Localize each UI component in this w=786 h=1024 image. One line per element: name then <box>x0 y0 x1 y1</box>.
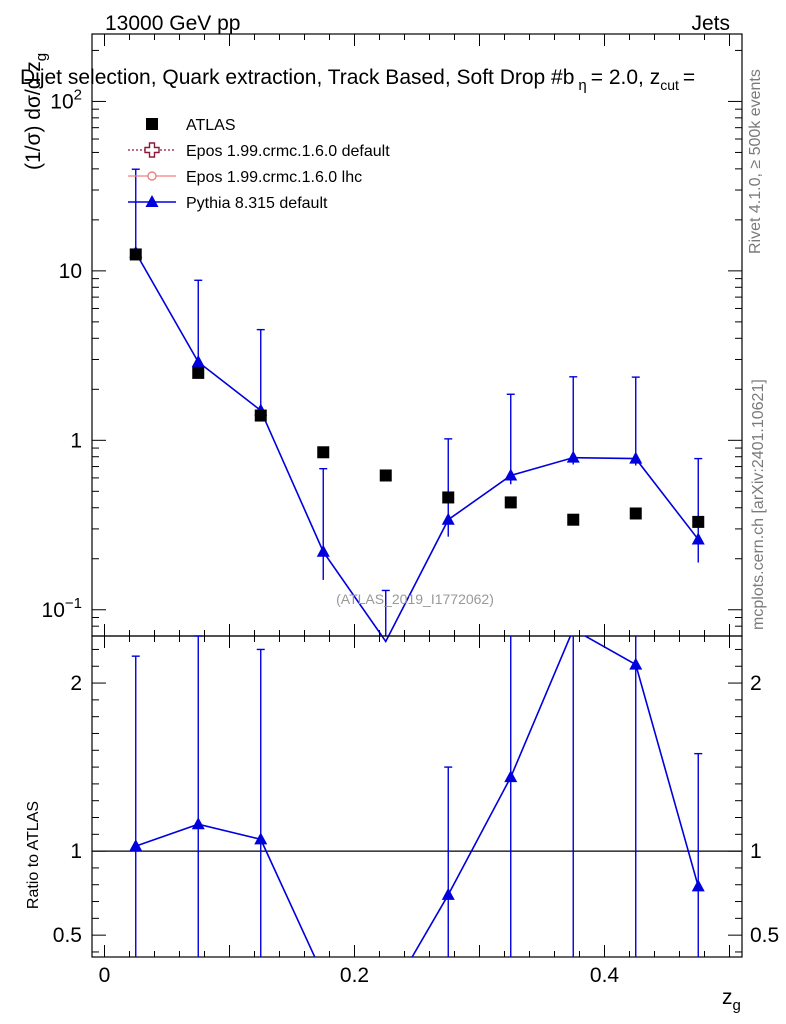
x-tick-label: 0 <box>99 964 111 987</box>
legend-marker-pythia <box>145 195 159 207</box>
atlas-point <box>129 248 142 261</box>
y-tick-label: 0.5 <box>53 924 82 947</box>
legend-label: Epos 1.99.crmc.1.6.0 lhc <box>186 169 362 186</box>
watermark: (ATLAS_2019_I1772062) <box>336 591 494 607</box>
atlas-point <box>317 446 330 459</box>
atlas-point <box>692 515 705 528</box>
header-left: 13000 GeV pp <box>105 12 240 35</box>
ratio-pythia-point <box>441 887 455 900</box>
y-tick-label: 10 <box>59 260 82 283</box>
ratio-pythia-point <box>691 879 705 892</box>
atlas-point <box>567 513 580 526</box>
atlas-point <box>254 409 267 422</box>
pythia-point <box>504 468 518 481</box>
legend-marker-atlas <box>146 118 158 130</box>
atlas-point <box>442 491 455 504</box>
plot-title: Dijet selection, Quark extraction, Track… <box>20 66 695 94</box>
ratio-pythia-point <box>629 657 643 670</box>
x-tick-label: 0.4 <box>590 964 620 987</box>
rivet-label: Rivet 4.1.0, ≥ 500k events <box>747 69 764 254</box>
ratio-pythia-point <box>504 770 518 783</box>
atlas-point <box>379 469 392 482</box>
y-tick-label: 1 <box>70 840 82 863</box>
ratio-panel: 0 0.2 0.4 0.5 0.5 1 1 2 2 <box>53 34 779 987</box>
ratio-frame <box>91 635 743 958</box>
x-tick-label: 0.2 <box>340 964 369 987</box>
y-axis-label-main: (1/σ) dσ/d zg <box>22 53 50 170</box>
y-tick-label-right: 2 <box>750 672 762 695</box>
y-tick-label-right: 1 <box>750 840 762 863</box>
legend-marker-epos-default <box>144 142 160 158</box>
ratio-pythia-point <box>191 817 205 830</box>
ratio-pythia-point <box>129 839 143 852</box>
pythia-point <box>566 450 580 463</box>
legend: ATLAS Epos 1.99.crmc.1.6.0 default Epos 1.… <box>128 117 390 212</box>
pythia-point <box>629 451 643 464</box>
y-tick-label: 2 <box>70 672 82 695</box>
mcplots-label: mcplots.cern.ch [arXiv:2401.10621] <box>750 379 767 630</box>
header-right: Jets <box>691 12 730 35</box>
legend-label: ATLAS <box>186 117 236 134</box>
y-tick-label: 102 <box>50 86 82 113</box>
y-tick-label: 1 <box>70 429 82 452</box>
legend-label: Epos 1.99.crmc.1.6.0 default <box>186 143 390 160</box>
y-axis-label-ratio: Ratio to ATLAS <box>25 801 42 909</box>
ratio-pythia-line <box>135 636 700 957</box>
x-axis-label: zg <box>722 986 741 1014</box>
pythia-point <box>191 354 205 367</box>
legend-label: Pythia 8.315 default <box>186 195 328 212</box>
legend-marker-epos-lhc <box>147 171 157 181</box>
y-tick-label-right: 0.5 <box>750 924 779 947</box>
y-tick-label: 10−1 <box>42 595 82 622</box>
atlas-point <box>192 366 205 379</box>
pythia-point <box>316 544 330 557</box>
pythia-line <box>135 252 699 644</box>
ratio-pythia-point <box>254 832 268 845</box>
pythia-point <box>691 532 705 545</box>
atlas-point <box>504 496 517 509</box>
atlas-point <box>629 507 642 520</box>
pythia-point <box>441 512 455 525</box>
